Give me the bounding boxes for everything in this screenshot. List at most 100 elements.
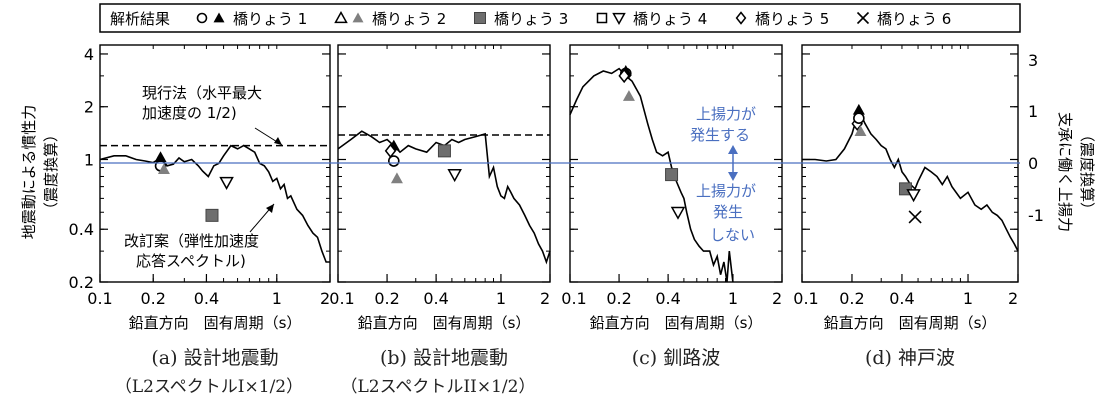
x-tick-label: 0.4 bbox=[655, 289, 680, 308]
x-tick-label: 0.2 bbox=[839, 289, 864, 308]
x-tick-label: 1 bbox=[496, 289, 506, 308]
annotation-uplift-none-line2: 発生 bbox=[713, 203, 743, 221]
right-axis-tick-label: 1 bbox=[1028, 102, 1038, 121]
x-tick-label: 1 bbox=[272, 289, 282, 308]
legend-item: 橋りょう 4 bbox=[596, 10, 707, 28]
spectrum-line bbox=[569, 67, 734, 283]
panel-title: (b) 設計地震動 bbox=[380, 347, 508, 369]
legend-item-label: 橋りょう 4 bbox=[633, 10, 707, 28]
x-tick-label: 0.2 bbox=[374, 289, 399, 308]
left-axis-unit: （震度換算） bbox=[42, 127, 60, 217]
legend-item-label: 橋りょう 3 bbox=[494, 10, 568, 28]
x-tick-label: 2 bbox=[320, 289, 330, 308]
panel-a: 0.1 0.2 0.4 1 2 鉛直方向 固有周期（s） (a) 設計地震動 （L2スペクトル… bbox=[87, 44, 331, 397]
legend-item-label: 橋りょう 2 bbox=[372, 10, 446, 28]
left-axis-tick-label: 2 bbox=[84, 98, 94, 117]
right-axis-label: 支承に働く上揚力 bbox=[1056, 112, 1074, 232]
x-tick-label: 1 bbox=[728, 289, 738, 308]
data-point-triangle-gray bbox=[622, 90, 635, 101]
data-point-triangle-down bbox=[906, 189, 921, 203]
legend-circle-icon bbox=[196, 12, 208, 24]
x-tick-label: 0.4 bbox=[889, 289, 914, 308]
annotation-revised-line2: 応答スペクトル) bbox=[136, 252, 246, 270]
annotation-uplift-none-line1: 上揚力が bbox=[696, 182, 756, 200]
spectrum-line bbox=[337, 130, 551, 265]
annotation-current-law-arrowhead bbox=[274, 137, 282, 145]
annotation-current-law-line2: 加速度の 1/2) bbox=[142, 104, 237, 122]
x-tick-label: 0.1 bbox=[329, 289, 354, 308]
left-axis-tick-label: 1 bbox=[84, 150, 94, 169]
data-point-diamond bbox=[384, 143, 397, 159]
annotation-uplift-occurs-line2: 発生する bbox=[690, 126, 750, 144]
legend-item: 橋りょう 6 bbox=[856, 10, 951, 28]
legend-item: 橋りょう 3 bbox=[474, 10, 568, 28]
right-axis-tick-label: -1 bbox=[1028, 206, 1044, 225]
x-tick-label: 0.4 bbox=[194, 289, 219, 308]
legend-square-gray-icon bbox=[474, 12, 486, 24]
right-axis-tick-label: 3 bbox=[1028, 51, 1038, 70]
data-point-cross bbox=[908, 210, 922, 224]
right-axis-tick-label: 0 bbox=[1028, 154, 1038, 173]
annotation-uplift: 上揚力が 発生する 上揚力が 発生 しない bbox=[690, 105, 756, 244]
legend-triangle-down-icon bbox=[612, 12, 626, 26]
legend-square-open-icon bbox=[596, 12, 608, 24]
x-tick-label: 0.4 bbox=[423, 289, 448, 308]
annotation-current-law: 現行法（水平最大 加速度の 1/2) bbox=[142, 84, 283, 146]
data-point-diamond bbox=[618, 68, 630, 84]
x-axis-label: 鉛直方向 固有周期（s） bbox=[129, 314, 302, 332]
annotation-uplift-none-line3: しない bbox=[710, 226, 755, 244]
legend-item: 橋りょう 5 bbox=[735, 10, 829, 28]
legend-item: 橋りょう 1 bbox=[196, 10, 307, 28]
right-axis-unit: （震度換算） bbox=[1078, 127, 1096, 217]
legend-item-label: 橋りょう 1 bbox=[233, 10, 307, 28]
legend-triangle-gray-icon bbox=[352, 12, 364, 23]
x-tick-label: 0.2 bbox=[140, 289, 165, 308]
x-tick-label: 0.1 bbox=[561, 289, 586, 308]
panel-title: (d) 神戸波 bbox=[865, 347, 955, 369]
legend-item-label: 橋りょう 5 bbox=[755, 10, 829, 28]
data-point-triangle-filled bbox=[154, 151, 167, 163]
annotation-uplift-occurs-line1: 上揚力が bbox=[696, 105, 756, 123]
x-tick-label: 0.2 bbox=[606, 289, 631, 308]
legend-diamond-icon bbox=[735, 11, 747, 25]
legend: 解析結果 橋りょう 1 橋りょう 2 橋りょう 3 橋りょう 4 橋りょう 5 橋りょう … bbox=[99, 3, 1021, 33]
uplift-arrowhead-down bbox=[728, 172, 738, 181]
left-axis-tick-label: 0.4 bbox=[69, 220, 94, 239]
legend-triangle-open-icon bbox=[334, 10, 348, 24]
x-tick-label: 1 bbox=[963, 289, 973, 308]
legend-triangle-filled-icon bbox=[213, 12, 225, 23]
data-point-square-gray bbox=[437, 144, 451, 158]
panel-subtitle: （L2スペクトルI×1/2） bbox=[115, 377, 303, 397]
data-point-triangle-filled bbox=[852, 103, 865, 115]
panel-d: 0.2 0.4 1 2 0.1 鉛直方向 固有周期（s） (d) 神戸波 bbox=[793, 44, 1019, 369]
data-point-triangle-gray bbox=[854, 125, 867, 137]
legend-item: 橋りょう 2 bbox=[334, 10, 446, 28]
x-tick-label: 0.1 bbox=[793, 289, 818, 308]
cross-stroke bbox=[908, 210, 922, 224]
x-tick-label: 2 bbox=[540, 289, 550, 308]
annotation-revised-arrowhead bbox=[266, 204, 274, 213]
x-tick-label: 0.1 bbox=[87, 289, 112, 308]
cross-stroke bbox=[856, 11, 870, 25]
data-point-triangle-down bbox=[670, 206, 686, 220]
x-tick-label: 2 bbox=[1008, 289, 1018, 308]
x-axis-label: 鉛直方向 固有周期（s） bbox=[824, 314, 997, 332]
data-point-triangle-gray bbox=[157, 163, 170, 175]
panel-title: (a) 設計地震動 bbox=[151, 347, 278, 369]
panel-subtitle: （L2スペクトルII×1/2） bbox=[341, 377, 536, 397]
x-tick-label: 2 bbox=[772, 289, 782, 308]
left-axis-label: 地震動による慣性力 bbox=[20, 105, 38, 240]
left-axis-tick-label: 4 bbox=[84, 45, 94, 64]
left-axis-tick-label: 0.2 bbox=[69, 273, 94, 292]
uplift-arrowhead-up bbox=[728, 145, 738, 154]
legend-label: 解析結果 bbox=[110, 10, 170, 28]
data-point-triangle-down bbox=[447, 169, 462, 183]
spectrum-line bbox=[802, 108, 1019, 252]
panel-title: (c) 釧路波 bbox=[632, 347, 721, 369]
legend-item-label: 橋りょう 6 bbox=[877, 10, 951, 28]
x-axis-label: 鉛直方向 固有周期（s） bbox=[358, 314, 531, 332]
